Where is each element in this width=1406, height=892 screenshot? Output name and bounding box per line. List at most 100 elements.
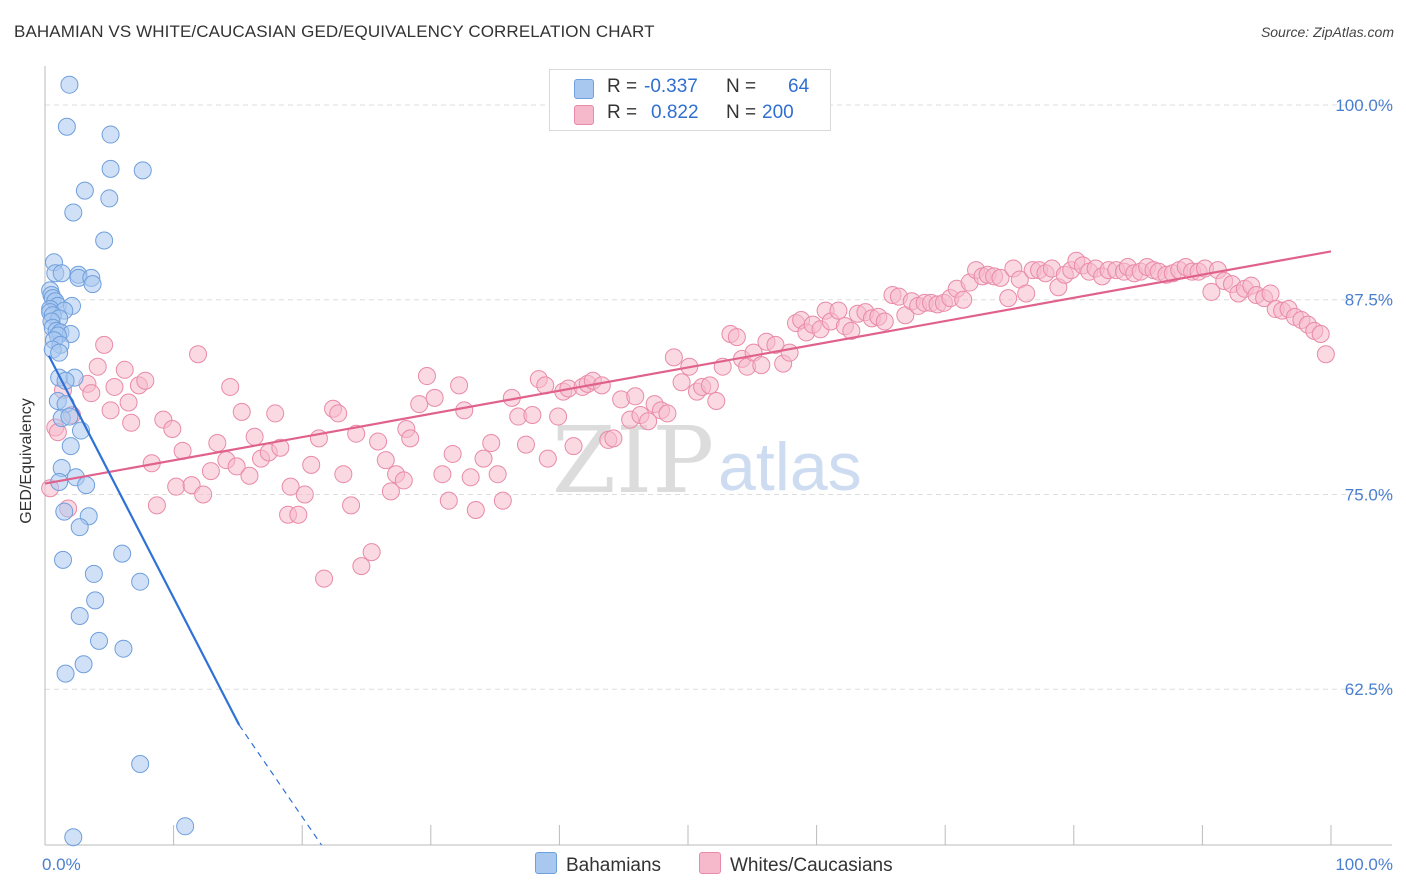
whites-caucasians-point (362, 543, 381, 562)
bahamians-point (113, 544, 132, 563)
whites-caucasians-point (401, 429, 420, 448)
bahamians-trend-line (47, 355, 241, 726)
bahamians-point (131, 572, 150, 591)
whites-caucasians-point (829, 301, 848, 320)
whites-caucasians-point (450, 376, 469, 395)
legend-r-label: R = (607, 102, 638, 123)
whites-caucasians-point (289, 505, 308, 524)
y-tick-label: 100.0% (1335, 96, 1393, 115)
bahamians-point (70, 518, 89, 537)
bahamians-point (52, 264, 71, 283)
bahamians-points (41, 75, 195, 847)
y-tick-label: 87.5% (1345, 291, 1393, 310)
bahamians-point (74, 655, 93, 674)
whites-caucasians-point (482, 434, 501, 453)
whites-caucasians-point (639, 412, 658, 431)
bahamians-point (64, 203, 83, 222)
whites-caucasians-point (122, 413, 141, 432)
legend-n-value: 64 (788, 76, 810, 97)
bahamians-point (50, 343, 69, 362)
whites-caucasians-point (443, 444, 462, 463)
whites-caucasians-point (658, 404, 677, 423)
whites-caucasians-point (1202, 282, 1221, 301)
legend-n-value: 200 (762, 102, 794, 123)
whites-caucasians-point (352, 557, 371, 576)
bahamians-point (60, 407, 79, 426)
legend-r-value: 0.822 (651, 102, 699, 123)
whites-caucasians-point (875, 312, 894, 331)
series-name-whites: Whites/Caucasians (730, 855, 893, 876)
whites-caucasians-point (604, 429, 623, 448)
whites-caucasians-point (271, 438, 290, 457)
bahamians-point (55, 502, 74, 521)
bahamians-point (75, 181, 94, 200)
whites-caucasians-point (752, 356, 771, 375)
bahamians-point (86, 591, 105, 610)
whites-caucasians-point (394, 471, 413, 490)
bahamians-point (101, 125, 120, 144)
whites-caucasians-point (1261, 284, 1280, 303)
whites-caucasians-point (101, 401, 120, 420)
whites-caucasians-point (347, 424, 366, 443)
whites-caucasians-point (523, 405, 542, 424)
whites-caucasians-point (538, 449, 557, 468)
legend-r-label: R = (607, 76, 638, 97)
series-legend-whites: Whites/Caucasians (699, 852, 893, 877)
whites-caucasians-point (82, 384, 101, 403)
whites-caucasians-point (425, 388, 444, 407)
whites-caucasians-trend-line (44, 250, 1332, 485)
bahamians-point (133, 161, 152, 180)
tick-labels: 62.5% 75.0% 87.5% 100.0% 0.0% 100.0% (42, 96, 1393, 874)
whites-caucasians-point (221, 377, 240, 396)
whites-caucasians-point (369, 432, 388, 451)
legend-swatch-bahamians (574, 79, 594, 99)
whites-caucasians-point (626, 387, 645, 406)
whites-caucasians-point (672, 373, 691, 392)
whites-caucasians-point (1017, 284, 1036, 303)
series-name-bahamians: Bahamians (566, 855, 662, 876)
whites-caucasians-point (516, 435, 535, 454)
whites-caucasians-point (954, 290, 973, 309)
whites-caucasians-point (381, 482, 400, 501)
whites-caucasians-point (592, 376, 611, 395)
bahamians-trend-extension (238, 724, 322, 846)
whites-caucasians-point (334, 465, 353, 484)
series-swatch-whites (699, 852, 721, 874)
whites-caucasians-point (433, 465, 452, 484)
whites-caucasians-point (88, 357, 107, 376)
series-legend-bahamians: Bahamians (535, 852, 661, 877)
whites-caucasians-point (727, 328, 746, 347)
whites-caucasians-point (439, 491, 458, 510)
whites-caucasians-point (549, 407, 568, 426)
chart-title: BAHAMIAN VS WHITE/CAUCASIAN GED/EQUIVALE… (14, 22, 655, 41)
bahamians-point (54, 550, 73, 569)
whites-caucasians-point (342, 496, 361, 515)
y-tick-label: 75.0% (1345, 485, 1393, 504)
legend-row-bahamians: R = -0.337 N = 64 (550, 74, 830, 100)
whites-caucasians-point (1316, 345, 1335, 364)
source-label: Source: ZipAtlas.com (1260, 24, 1394, 40)
whites-caucasians-point (119, 393, 138, 412)
whites-caucasians-point (194, 485, 213, 504)
bahamians-point (131, 754, 150, 773)
whites-caucasians-point (488, 465, 507, 484)
series-swatch-bahamians (535, 852, 557, 874)
bahamians-point (57, 117, 76, 136)
whites-caucasians-point (564, 437, 583, 456)
whites-caucasians-point (266, 404, 285, 423)
whites-caucasians-point (189, 345, 208, 364)
watermark-atlas: atlas (718, 429, 862, 505)
whites-caucasians-point (707, 391, 726, 410)
bahamians-point (61, 437, 80, 456)
whites-caucasians-point (245, 427, 264, 446)
bahamians-point (83, 275, 102, 294)
bahamians-point (84, 564, 103, 583)
bahamians-point (70, 606, 89, 625)
x-tick-label: 0.0% (42, 855, 81, 874)
whites-caucasians-point (227, 457, 246, 476)
whites-caucasians-point (201, 462, 220, 481)
bahamians-point (90, 631, 109, 650)
bahamians-point (101, 159, 120, 178)
bahamians-point (95, 231, 114, 250)
